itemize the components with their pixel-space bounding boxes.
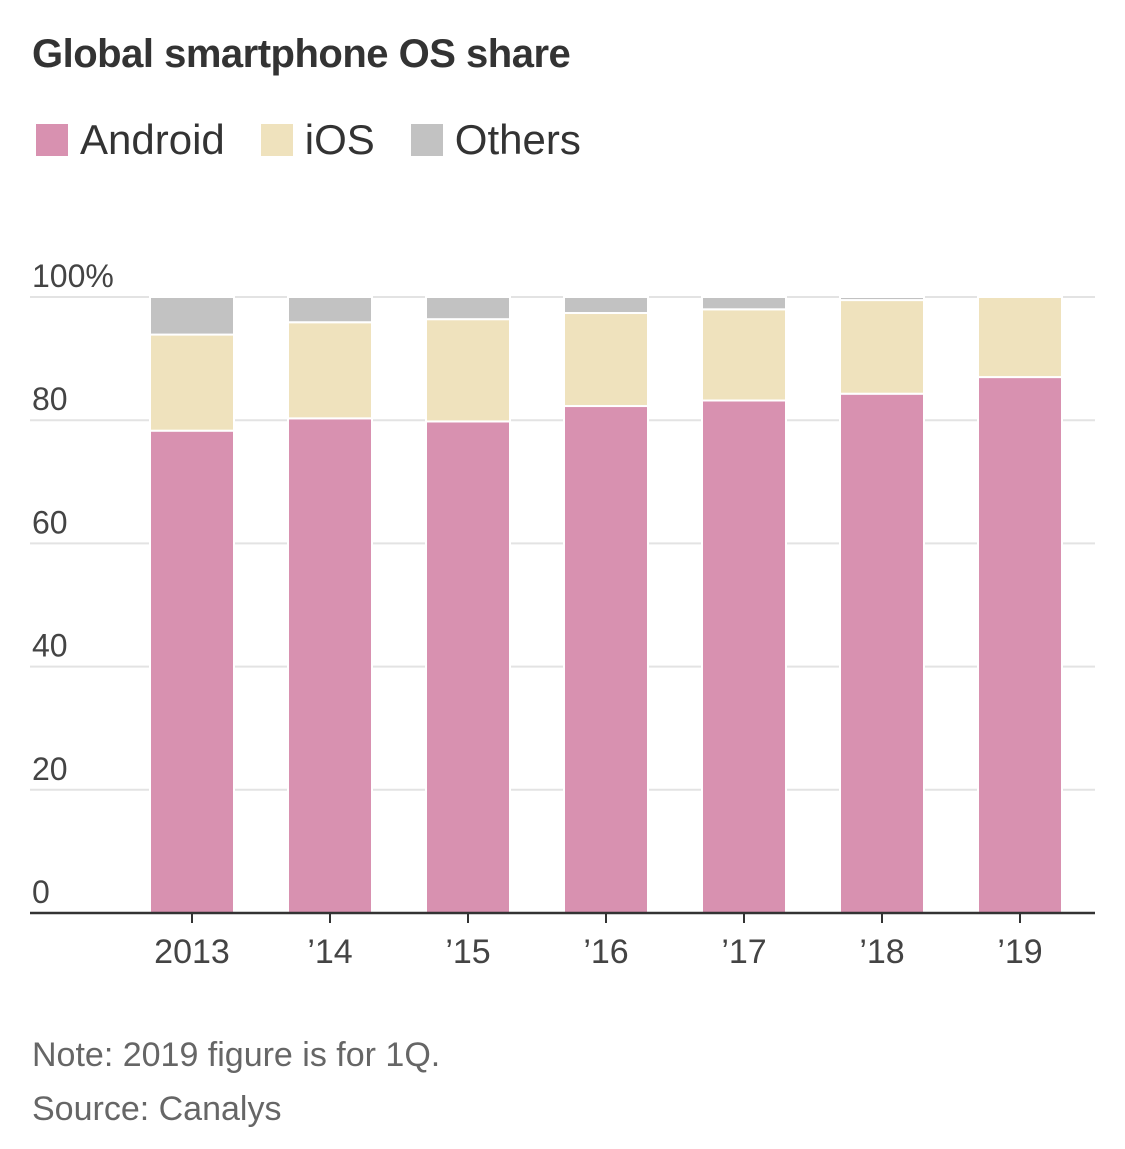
bar-segment-ios	[149, 333, 235, 432]
x-tick-label: ’16	[583, 933, 628, 971]
bar-segment-ios	[425, 318, 511, 423]
bar-segment-ios	[287, 321, 373, 420]
bar-segment-others	[149, 296, 235, 336]
bar-segment-android	[425, 420, 511, 914]
x-tick-label: ’15	[445, 933, 490, 971]
bar-segment-ios	[839, 299, 925, 395]
bar-segment-ios	[563, 312, 649, 408]
bar-segment-android	[977, 376, 1063, 914]
y-tick-label: 100%	[32, 258, 114, 294]
x-tick-label: ’18	[859, 933, 904, 971]
bar-segment-ios	[977, 296, 1063, 379]
chart-title: Global smartphone OS share	[32, 32, 571, 76]
legend-label-others: Others	[454, 116, 581, 163]
chart-source: Source: Canalys	[32, 1090, 282, 1128]
legend-item-others: Others	[410, 116, 581, 164]
bar-segment-others	[563, 296, 649, 315]
x-tick-label: ’19	[997, 933, 1042, 971]
legend-item-android: Android	[36, 116, 225, 164]
legend-item-ios: iOS	[260, 116, 375, 164]
legend-swatch-android	[36, 124, 68, 156]
x-tick-label: ’14	[307, 933, 352, 971]
bar-segment-android	[701, 399, 787, 915]
bar-segment-android	[839, 392, 925, 915]
bar-segment-others	[425, 296, 511, 321]
bar-segment-others	[701, 296, 787, 311]
y-tick-label: 80	[32, 381, 68, 417]
legend-label-android: Android	[80, 116, 225, 163]
y-tick-label: 40	[32, 628, 68, 664]
bar-segment-android	[149, 429, 235, 914]
y-tick-label: 60	[32, 504, 68, 540]
bar-segment-others	[287, 296, 373, 324]
legend: Android iOS Others	[36, 116, 617, 164]
legend-swatch-others	[410, 124, 443, 156]
chart-note: Note: 2019 figure is for 1Q.	[32, 1036, 441, 1074]
bar-segment-ios	[701, 308, 787, 402]
y-tick-label: 0	[32, 874, 50, 910]
x-tick-label: ’17	[721, 933, 766, 971]
legend-label-ios: iOS	[304, 116, 375, 163]
bar-segment-android	[287, 417, 373, 915]
legend-swatch-ios	[260, 124, 293, 156]
stacked-bar-chart: 0 20 40 60 80 100% 2013 ’14 ’15 ’16 ’17 ’18 ’19	[30, 258, 1095, 971]
bar-segment-android	[563, 405, 649, 914]
y-tick-label: 20	[32, 751, 68, 787]
x-tick-label: 2013	[154, 933, 230, 971]
bar-segment-others	[839, 296, 925, 302]
